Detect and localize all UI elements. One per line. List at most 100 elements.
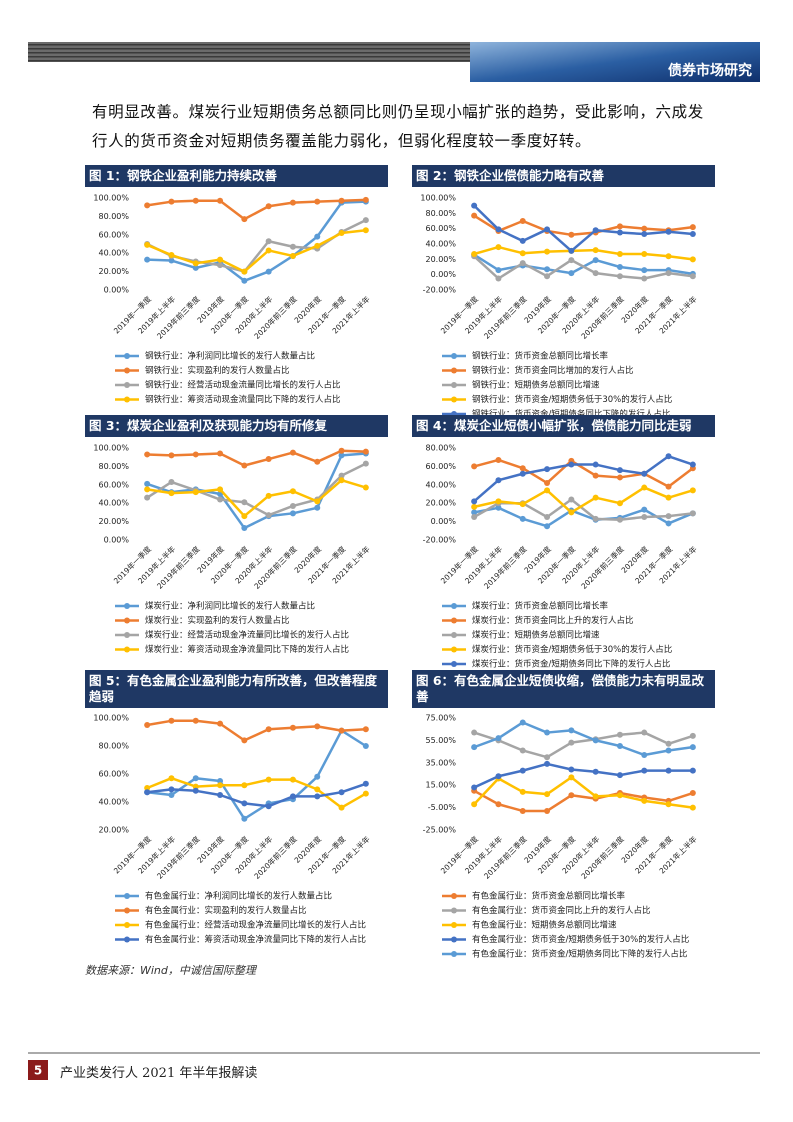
data-point [314,498,321,505]
chart-title: 图 1：钢铁企业盈利能力持续改善 [85,165,388,187]
data-point [544,487,551,494]
data-point [289,776,296,783]
data-point [568,774,575,781]
data-point [641,470,648,477]
legend-label: 钢铁行业：短期债务总额同比增速 [472,380,600,391]
data-point [192,260,199,267]
legend-marker [124,922,130,928]
data-point [144,480,151,487]
data-point [641,514,648,520]
data-point [616,731,623,738]
data-point [519,237,526,244]
y-tick-label: 100.00% [93,194,129,203]
data-point [665,453,672,460]
data-point [665,494,672,501]
data-point [289,199,296,206]
y-tick-label: 40.00% [425,480,456,489]
data-point [689,224,696,231]
data-point [471,503,478,510]
legend-marker [451,661,457,667]
legend-label: 煤炭行业：实现盈利的发行人数量占比 [145,615,290,626]
data-point [241,800,248,807]
data-point [689,804,696,811]
data-point [665,767,672,774]
y-tick-label: 80.00% [425,444,456,453]
legend-marker [124,396,130,403]
data-point [471,729,478,736]
legend-marker [451,396,457,403]
data-point [241,525,248,532]
data-point [544,760,551,767]
data-point [265,238,272,245]
data-point [544,248,551,255]
legend-marker [124,367,130,374]
legend-marker [451,617,457,624]
y-tick-label: 40.00% [425,240,456,249]
y-tick-label: 20.00% [98,517,129,526]
x-tick-label: 2020年前三季度 [252,293,299,340]
data-point [568,739,575,746]
y-tick-label: 100.00% [420,194,456,203]
data-point [665,513,672,520]
y-tick-label: 55.00% [425,736,456,745]
legend-label: 钢铁行业：经营活动现金流量同比增长的发行人占比 [145,380,341,391]
data-point [544,479,551,486]
data-point [641,797,648,804]
data-point [544,807,551,814]
legend-marker [124,646,130,653]
data-point [144,486,151,493]
legend-marker [451,353,457,359]
data-point [519,719,526,726]
data-point [241,513,248,520]
data-point [568,461,575,468]
data-point [471,801,478,808]
data-point [265,268,272,275]
data-point [689,256,696,263]
data-point [471,463,478,470]
data-point [641,250,648,257]
y-tick-label: 60.00% [425,224,456,233]
data-point [289,243,296,250]
data-point [592,461,599,468]
data-point [192,264,199,271]
chart-title: 图 2：钢铁企业偿债能力略有改善 [412,165,715,187]
data-point [616,743,623,749]
data-point [362,726,369,733]
data-point [592,270,599,277]
data-point [168,792,175,798]
data-point [265,203,272,210]
page-number-box [28,1060,48,1080]
series-line [473,458,694,488]
data-point [265,512,272,519]
data-point [641,751,648,758]
data-point [471,202,478,209]
data-point [616,223,623,230]
data-point [168,775,175,782]
data-point [314,198,321,205]
data-point [519,470,526,477]
legend-marker [124,632,130,638]
data-point [689,790,696,797]
data-point [689,273,696,280]
legend-label: 煤炭行业：筹资活动现金净流量同比下降的发行人占比 [145,644,349,655]
data-point [217,486,224,493]
data-point [471,744,478,751]
data-point [289,502,296,509]
y-tick-label: 15.00% [425,781,456,790]
data-point [144,241,151,248]
data-point [689,767,696,774]
y-tick-label: -20.00% [423,536,457,545]
legend-label: 煤炭行业：货币资金/短期债务低于30%的发行人占比 [472,644,672,655]
series-line [146,198,366,221]
data-point [519,515,526,522]
data-point [544,754,551,761]
data-point [471,250,478,257]
data-point [241,782,248,789]
series-line [146,776,367,809]
data-point [314,786,321,793]
data-point [616,467,623,474]
data-point [641,275,648,282]
legend-marker [451,951,457,957]
legend-marker [124,603,130,609]
